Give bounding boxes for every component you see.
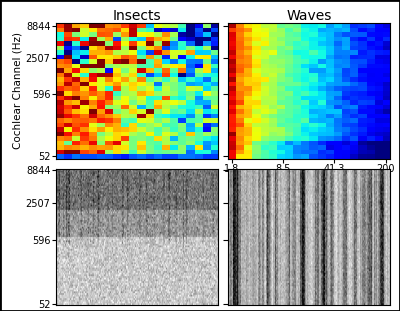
Title: Insects: Insects [113,9,161,23]
Title: Waves: Waves [286,9,332,23]
X-axis label: Modulation Channel (Hz): Modulation Channel (Hz) [244,176,373,186]
Y-axis label: Cochlear Channel (Hz): Cochlear Channel (Hz) [13,32,23,150]
